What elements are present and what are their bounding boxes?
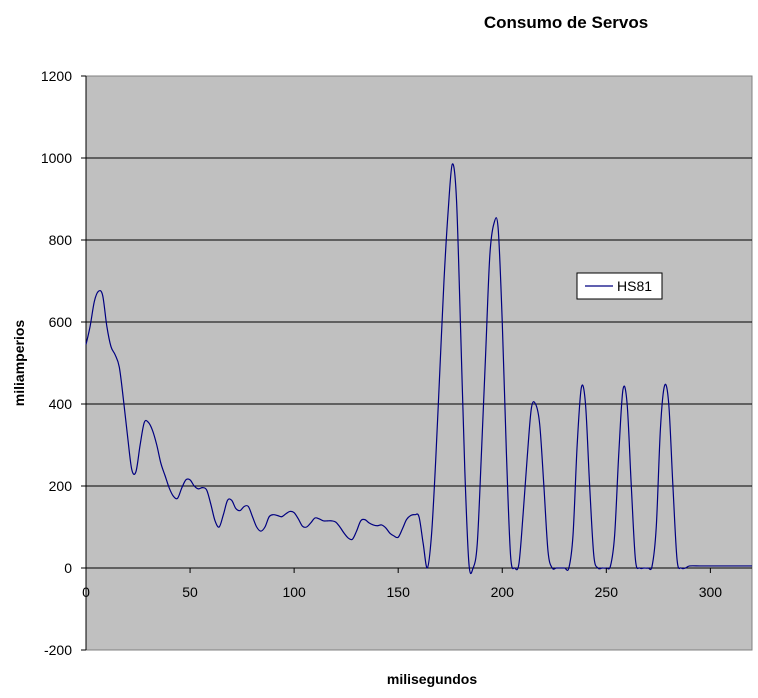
x-tick-label: 0 [82,584,90,600]
grid-lines [85,76,752,650]
x-tick-label: 200 [491,584,515,600]
y-tick-label: 1200 [41,68,72,84]
x-tick-label: 250 [595,584,619,600]
legend: HS81 [576,272,663,300]
x-tick-label: 100 [282,584,306,600]
x-tick-label: 150 [387,584,411,600]
legend-label: HS81 [617,278,652,294]
series-line-hs81 [85,163,752,574]
chart-title: Consumo de Servos [484,13,648,32]
y-tick-label: 400 [49,396,73,412]
x-tick-label: 50 [182,584,198,600]
series-group [85,163,752,574]
x-tick-label: 300 [699,584,723,600]
plot-area [85,75,753,651]
y-tick-label: 1000 [41,150,72,166]
y-tick-label: -200 [44,642,72,658]
y-tick-label: 200 [49,478,73,494]
y-axis-ticks: -200 0 200 400 600 800 1000 1200 [41,68,86,658]
x-axis-label: milisegundos [387,671,477,687]
y-tick-label: 800 [49,232,73,248]
y-axis-label: miliamperios [11,320,27,407]
y-tick-label: 600 [49,314,73,330]
y-tick-label: 0 [64,560,72,576]
x-axis-ticks: 0 50 100 150 200 250 300 [82,568,722,600]
